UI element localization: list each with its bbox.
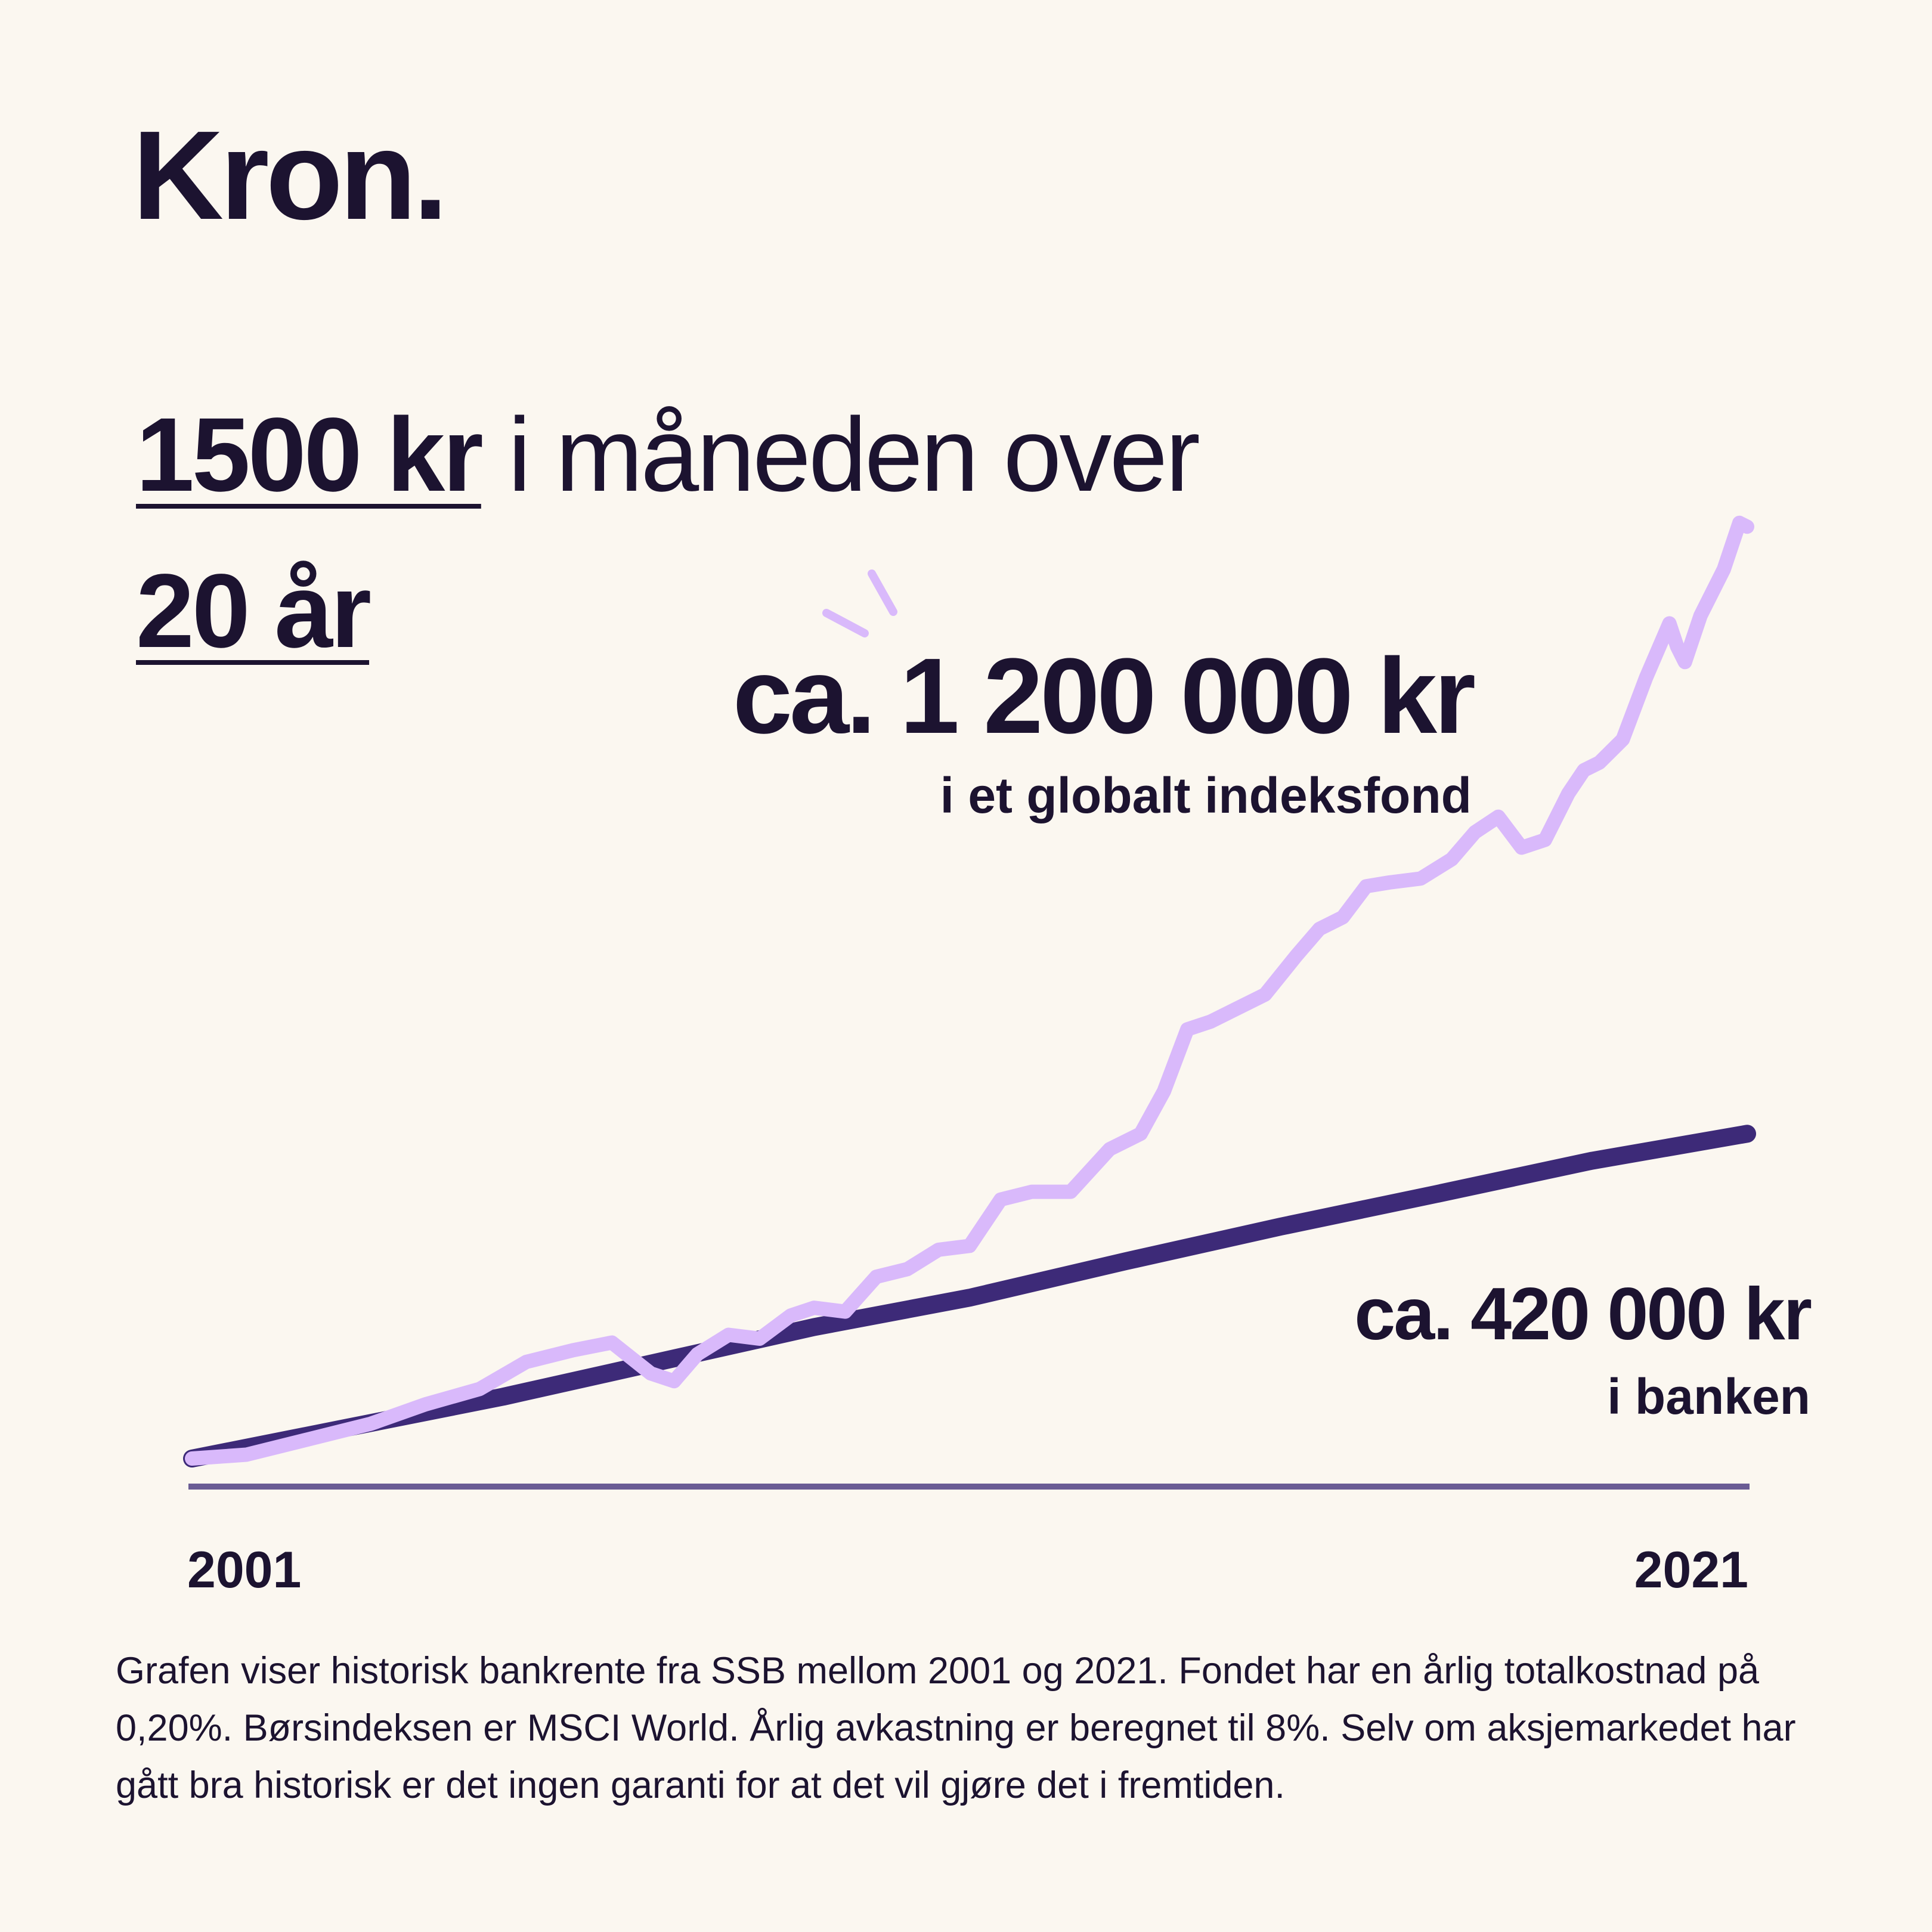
bank-value-label: ca. 420 000 kr bbox=[1354, 1273, 1812, 1355]
x-tick-label-start: 2001 bbox=[187, 1541, 302, 1599]
bank-description-label: i banken bbox=[1607, 1368, 1810, 1425]
sparkle-icon bbox=[822, 569, 897, 637]
series-line-bank bbox=[183, 1125, 1756, 1467]
footnote: Grafen viser historisk bankrente fra SSB… bbox=[116, 1650, 1796, 1806]
fund-description-label: i et globalt indeksfond bbox=[940, 767, 1472, 823]
fund-value-label: ca. 1 200 000 kr bbox=[732, 636, 1476, 756]
x-tick-label-end: 2021 bbox=[1634, 1541, 1748, 1599]
headline-middle: i måneden over bbox=[481, 397, 1200, 513]
plot-area bbox=[183, 515, 1756, 1467]
headline-amount: 1500 kr bbox=[136, 397, 484, 513]
brand-logo: Kron. bbox=[132, 104, 448, 246]
series-line-fund bbox=[185, 515, 1754, 1466]
headline-period: 20 år bbox=[136, 553, 371, 670]
headline: 1500 kr i måneden over 20 år bbox=[136, 377, 1200, 689]
